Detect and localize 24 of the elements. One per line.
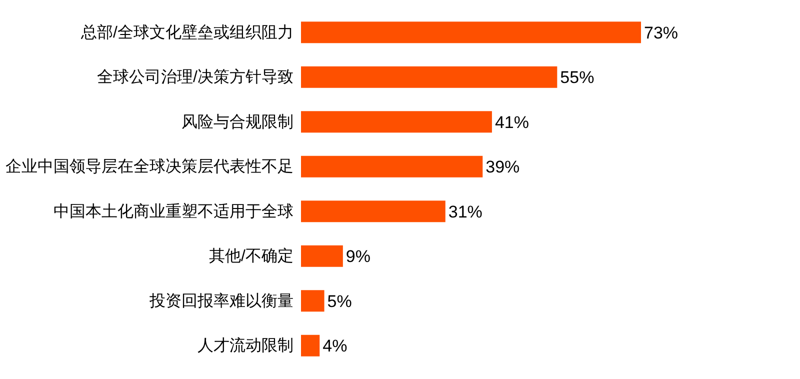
bar — [301, 290, 324, 312]
y-tick-label: 总部/全球文化壁垒或组织阻力 — [80, 23, 294, 42]
data-label: 5% — [327, 292, 352, 311]
y-tick-label: 中国本土化商业重塑不适用于全球 — [54, 202, 294, 220]
data-label: 39% — [486, 158, 520, 177]
data-label: 9% — [346, 247, 370, 266]
y-tick-label: 全球公司治理/决策方针导致 — [97, 68, 294, 86]
bar — [301, 334, 320, 356]
y-tick-label: 人才流动限制 — [198, 336, 294, 355]
y-tick-label: 企业中国领导层在全球决策层代表性不足 — [6, 158, 294, 176]
y-tick-label: 其他/不确定 — [209, 247, 294, 266]
y-tick-label: 风险与合规限制 — [182, 112, 294, 131]
data-label: 4% — [322, 336, 348, 356]
bar — [301, 66, 558, 88]
bar — [301, 156, 483, 178]
y-tick-label: 投资回报率难以衡量 — [148, 292, 294, 310]
data-label: 31% — [448, 202, 482, 222]
data-label: 55% — [560, 68, 594, 88]
bar — [301, 22, 641, 44]
bar — [301, 200, 446, 222]
bar — [301, 245, 343, 267]
bar — [301, 111, 492, 133]
data-label: 73% — [644, 23, 678, 42]
data-label: 41% — [494, 112, 529, 132]
